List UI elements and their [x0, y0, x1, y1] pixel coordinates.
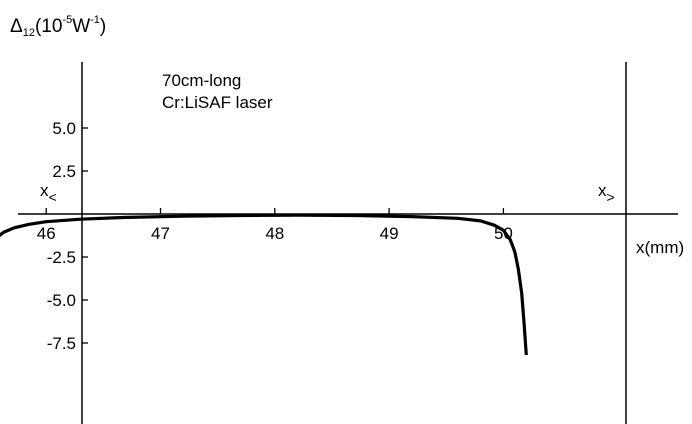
annotation-line-1: 70cm-long — [162, 71, 241, 90]
series-curves — [0, 213, 528, 356]
x-greater-marker: x> — [598, 181, 615, 205]
x-tick-label: 47 — [151, 224, 170, 243]
y-tick-label: -7.5 — [47, 334, 76, 353]
x-less-marker: x< — [40, 181, 57, 205]
annotation-line-2: Cr:LiSAF laser — [162, 93, 273, 112]
y-tick-label: -5.0 — [47, 291, 76, 310]
y-tick-label: 2.5 — [52, 162, 76, 181]
y-tick-label: -2.5 — [47, 248, 76, 267]
series-line-0 — [0, 213, 528, 356]
x-tick-label: 48 — [265, 224, 284, 243]
x-tick-label: 46 — [37, 224, 56, 243]
y-tick-label: 5.0 — [52, 119, 76, 138]
x-axis-label: x(mm) — [636, 238, 684, 257]
x-tick-label: 49 — [380, 224, 399, 243]
ticks: 46 47 48 49 505.02.5-2.5-5.0-7.5 — [37, 119, 513, 353]
y-axis-label: Δ12(10-5W-1) — [10, 14, 106, 39]
